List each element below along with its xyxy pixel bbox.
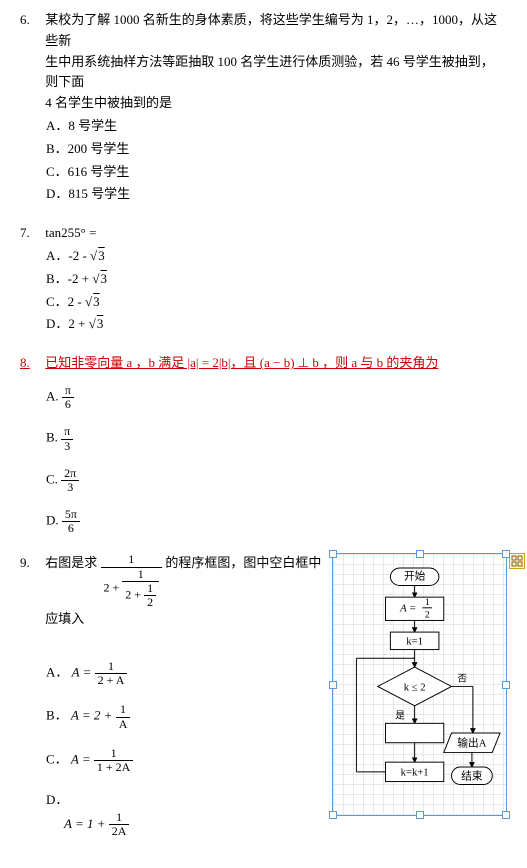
q8-A-frac: π6 bbox=[62, 384, 74, 411]
fc-start: 开始 bbox=[404, 570, 426, 583]
q8-opt-C: C. 2π3 bbox=[46, 467, 507, 494]
q7-opt-B: B．-2 + √3 bbox=[46, 269, 507, 290]
svg-text:2: 2 bbox=[425, 610, 430, 621]
question-6: 6. 某校为了解 1000 名新生的身体素质，将这些学生编号为 1，2，…，10… bbox=[20, 10, 507, 205]
fc-cond: k ≤ 2 bbox=[404, 682, 426, 694]
q6-line3: 4 名学生中被抽到的是 bbox=[45, 95, 172, 110]
flowchart-svg: 开始 A = 1 2 k=1 k bbox=[337, 562, 502, 807]
resize-handle[interactable] bbox=[329, 811, 337, 819]
resize-handle[interactable] bbox=[416, 811, 424, 819]
q9-stem: 右图是求 1 2 + 1 2 + 1 2 bbox=[45, 553, 331, 630]
q7-opt-C: C．2 - √3 bbox=[46, 292, 507, 313]
q6-body: 某校为了解 1000 名新生的身体素质，将这些学生编号为 1，2，…，1000，… bbox=[45, 10, 506, 114]
q6-number: 6. bbox=[20, 10, 42, 31]
layout-options-icon[interactable] bbox=[509, 553, 525, 569]
fc-k1: k=1 bbox=[406, 636, 423, 648]
resize-handle[interactable] bbox=[502, 550, 510, 558]
svg-text:1: 1 bbox=[425, 597, 430, 608]
fc-yes: 是 bbox=[395, 710, 405, 722]
q6-opt-D: D．815 号学生 bbox=[46, 184, 507, 205]
question-9: 9. 右图是求 1 2 + 1 2 + 1 2 bbox=[20, 553, 507, 840]
q9-opt-C: C． A = 11 + 2A bbox=[46, 747, 332, 774]
q8-D-frac: 5π6 bbox=[62, 508, 80, 535]
q9-flowchart-container[interactable]: 开始 A = 1 2 k=1 k bbox=[332, 553, 507, 816]
q9-opt-D: D． A = 1 + 12A bbox=[46, 790, 332, 838]
fc-no: 否 bbox=[457, 673, 467, 685]
resize-handle[interactable] bbox=[329, 681, 337, 689]
flowchart: 开始 A = 1 2 k=1 k bbox=[332, 553, 507, 816]
q7-opt-A: A．-2 - √3 bbox=[46, 246, 507, 267]
q6-opt-B: B．200 号学生 bbox=[46, 139, 507, 160]
q6-line2: 生中用系统抽样方法等距抽取 100 名学生进行体质测验，若 46 号学生被抽到，… bbox=[45, 54, 494, 90]
resize-handle[interactable] bbox=[329, 550, 337, 558]
fc-end: 结束 bbox=[461, 770, 483, 783]
q6-opt-C: C．616 号学生 bbox=[46, 162, 507, 183]
q6-opt-A: A．8 号学生 bbox=[46, 116, 507, 137]
q8-opt-A: A. π6 bbox=[46, 384, 507, 411]
resize-handle[interactable] bbox=[502, 811, 510, 819]
q8-opt-D: D. 5π6 bbox=[46, 508, 507, 535]
fc-init-lhs: A = bbox=[399, 603, 416, 615]
q8-C-frac: 2π3 bbox=[61, 467, 79, 494]
q7-text: tan255° = bbox=[45, 223, 506, 244]
q9-left: 9. 右图是求 1 2 + 1 2 + 1 2 bbox=[20, 553, 332, 840]
q8-number: 8. bbox=[20, 353, 42, 374]
q8-B-frac: π3 bbox=[61, 425, 73, 452]
q7-options: A．-2 - √3 B．-2 + √3 C．2 - √3 D．2 + √3 bbox=[46, 246, 507, 335]
q6-line1: 某校为了解 1000 名新生的身体素质，将这些学生编号为 1，2，…，1000，… bbox=[45, 12, 497, 48]
fc-out: 输出A bbox=[457, 737, 486, 750]
q9-number: 9. bbox=[20, 553, 42, 574]
q7-opt-D: D．2 + √3 bbox=[46, 314, 507, 335]
q9-opt-B: B． A = 2 + 1A bbox=[46, 703, 332, 730]
q7-number: 7. bbox=[20, 223, 42, 244]
q8-text: 已知非零向量 a ，b 满足 |a| = 2|b|，且 (a − b) ⊥ b … bbox=[45, 353, 506, 374]
q9-options: A． A = 12 + A B． A = 2 + 1A C． A = 11 + … bbox=[46, 660, 332, 838]
resize-handle[interactable] bbox=[502, 681, 510, 689]
question-8: 8. 已知非零向量 a ，b 满足 |a| = 2|b|，且 (a − b) ⊥… bbox=[20, 353, 507, 535]
q8-opt-B: B. π3 bbox=[46, 425, 507, 452]
q6-options: A．8 号学生 B．200 号学生 C．616 号学生 D．815 号学生 bbox=[46, 116, 507, 205]
question-7: 7. tan255° = A．-2 - √3 B．-2 + √3 C．2 - √… bbox=[20, 223, 507, 335]
q9-continued-frac: 1 2 + 1 2 + 1 2 bbox=[101, 553, 163, 609]
q8-options: A. π6 B. π3 C. 2π3 D. 5π6 bbox=[46, 384, 507, 536]
q9-opt-A: A． A = 12 + A bbox=[46, 660, 332, 687]
resize-handle[interactable] bbox=[416, 550, 424, 558]
fc-inc: k=k+1 bbox=[401, 767, 429, 779]
